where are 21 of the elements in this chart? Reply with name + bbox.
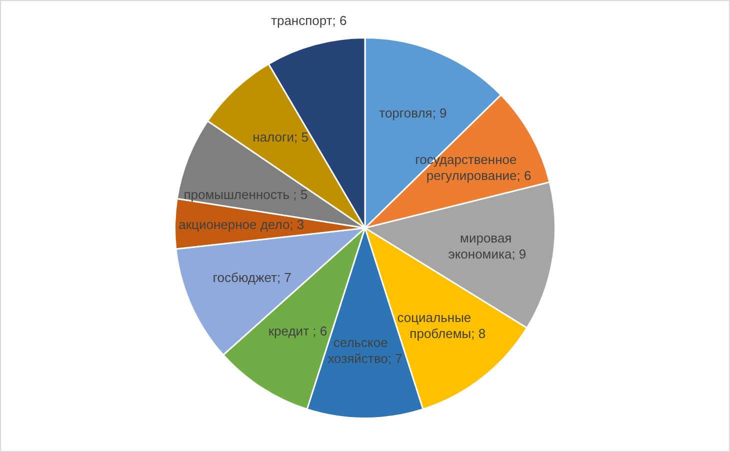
slice-label: мировая экономика <box>448 230 512 262</box>
data-label: ; 8 <box>471 326 486 341</box>
slice-label: госбюджет <box>212 270 277 286</box>
data-label: ; 7 <box>388 351 402 366</box>
slice-label: торговля <box>379 106 432 121</box>
slice-label: акционерное дело <box>178 216 290 232</box>
slice-label: сельское хозяйство <box>328 335 388 366</box>
data-label: ; 5 <box>294 129 308 144</box>
data-label: ; 9 <box>432 106 447 121</box>
slice-label: промышленность <box>184 187 294 202</box>
data-label: ; 6 <box>332 13 347 28</box>
slice-label: налоги <box>252 129 294 144</box>
data-label: ; 7 <box>276 270 292 286</box>
slice-label: транспорт <box>271 13 332 28</box>
data-label: ; 6 <box>516 168 532 184</box>
slice-label: социальные проблемы <box>397 310 472 341</box>
slice-label: кредит <box>268 323 313 338</box>
data-label: ; 5 <box>293 187 308 202</box>
data-label: ; 6 <box>312 323 328 338</box>
data-label: ; 3 <box>290 216 304 232</box>
data-label: ; 9 <box>512 246 526 262</box>
